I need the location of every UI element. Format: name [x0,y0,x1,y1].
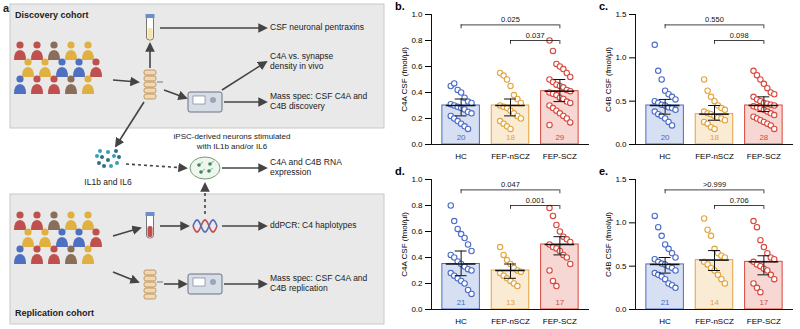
svg-text:18: 18 [710,133,719,142]
svg-text:0.5: 0.5 [615,97,627,106]
svg-text:0.0: 0.0 [615,305,627,314]
svg-text:1.0: 1.0 [615,218,627,227]
svg-text:0.6: 0.6 [411,227,423,236]
svg-text:FEP-nSCZ: FEP-nSCZ [491,152,530,161]
svg-text:Mass spec: CSF C4A andC4B repl: Mass spec: CSF C4A andC4B replication [270,273,368,293]
svg-text:0.2: 0.2 [411,279,423,288]
svg-text:C4A CSF (fmol/µl): C4A CSF (fmol/µl) [400,212,409,277]
svg-text:0.706: 0.706 [730,196,749,205]
svg-text:0.2: 0.2 [411,114,423,123]
svg-text:20: 20 [661,133,670,142]
svg-text:1.0: 1.0 [615,53,627,62]
svg-text:29: 29 [555,133,564,142]
svg-text:HC: HC [455,152,467,161]
svg-text:C4A vs. synapsedensity in vivo: C4A vs. synapsedensity in vivo [270,51,334,71]
svg-text:0.047: 0.047 [501,180,520,189]
svg-text:1.0: 1.0 [411,175,423,184]
svg-text:FEP-nSCZ: FEP-nSCZ [491,317,530,326]
svg-text:Discovery cohort: Discovery cohort [15,10,89,20]
svg-text:17: 17 [555,298,564,307]
svg-text:0.098: 0.098 [730,31,749,40]
svg-text:21: 21 [661,298,670,307]
svg-text:Replication cohort: Replication cohort [15,308,94,318]
svg-text:0.5: 0.5 [615,262,627,271]
svg-text:HC: HC [455,317,467,326]
svg-text:1.5: 1.5 [615,175,627,184]
svg-text:FEP-SCZ: FEP-SCZ [747,317,781,326]
svg-text:0.550: 0.550 [705,15,724,24]
html-text:b.: b. [395,0,405,12]
svg-text:17: 17 [759,298,768,307]
svg-text:C4B CSF (fmol/µl): C4B CSF (fmol/µl) [604,212,613,277]
svg-text:0.8: 0.8 [411,201,423,210]
svg-text:>0.999: >0.999 [703,180,726,189]
svg-text:FEP-SCZ: FEP-SCZ [543,317,577,326]
svg-text:1.5: 1.5 [615,10,627,19]
html-text:d.: d. [395,165,405,177]
svg-text:0.4: 0.4 [411,253,423,262]
svg-text:a.: a. [3,1,13,14]
svg-text:C4A CSF (fmol/µl): C4A CSF (fmol/µl) [400,47,409,112]
svg-text:Mass spec: CSF C4A andC4B disc: Mass spec: CSF C4A andC4B discovery [270,91,368,111]
svg-text:C4B CSF (fmol/µl): C4B CSF (fmol/µl) [604,47,613,112]
html-text:e.: e. [599,165,609,177]
svg-text:0.6: 0.6 [411,62,423,71]
svg-text:FEP-SCZ: FEP-SCZ [543,152,577,161]
svg-text:IL1b and IL6: IL1b and IL6 [84,177,132,187]
svg-text:0.001: 0.001 [526,196,545,205]
svg-text:iPSC-derived neurons stimulate: iPSC-derived neurons stimulatedwith IL1b… [174,132,291,151]
html-text:c.: c. [599,0,609,12]
svg-text:HC: HC [659,317,671,326]
svg-text:CSF neuronal pentraxins: CSF neuronal pentraxins [270,22,364,32]
svg-text:28: 28 [759,133,768,142]
svg-text:ddPCR: C4 haplotypes: ddPCR: C4 haplotypes [270,220,356,230]
svg-text:FEP-nSCZ: FEP-nSCZ [695,152,734,161]
svg-text:18: 18 [506,133,515,142]
svg-text:20: 20 [457,133,466,142]
svg-text:0.8: 0.8 [411,36,423,45]
svg-text:13: 13 [506,298,515,307]
svg-text:0.025: 0.025 [501,15,520,24]
svg-text:21: 21 [457,298,466,307]
svg-text:0.037: 0.037 [526,31,545,40]
svg-text:1.0: 1.0 [411,10,423,19]
svg-text:FEP-nSCZ: FEP-nSCZ [695,317,734,326]
svg-text:0.4: 0.4 [411,88,423,97]
svg-text:HC: HC [659,152,671,161]
svg-text:FEP-SCZ: FEP-SCZ [747,152,781,161]
svg-text:0.0: 0.0 [411,140,423,149]
svg-text:14: 14 [710,298,719,307]
svg-text:0.0: 0.0 [615,140,627,149]
svg-text:0.0: 0.0 [411,305,423,314]
svg-text:C4A and C4B RNAexpression: C4A and C4B RNAexpression [270,157,342,177]
